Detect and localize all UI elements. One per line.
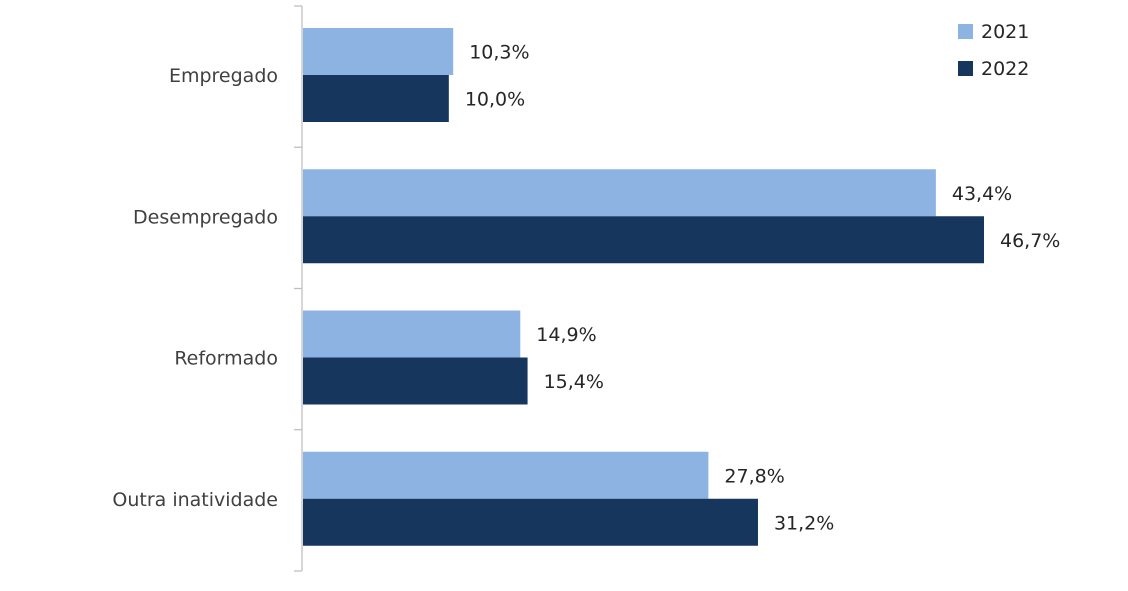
- data-label: 14,9%: [536, 324, 596, 346]
- labels-layer: Empregado 10,3% 10,0% Desempregado 43,4% 46,7…: [112, 42, 1060, 535]
- axis-layer: [294, 5, 303, 572]
- category-label: Outra inatividade: [112, 489, 278, 511]
- bar-2021-desempregado: [303, 169, 936, 217]
- bar-2022-outra-inatividade: [303, 498, 758, 546]
- bar-2022-empregado: [303, 75, 449, 122]
- data-label: 15,4%: [544, 371, 604, 393]
- legend-label-2021: 2021: [981, 21, 1029, 43]
- data-label: 27,8%: [724, 465, 784, 487]
- bar-2021-reformado: [303, 310, 521, 358]
- legend-swatch-2022: [958, 61, 973, 76]
- legend: 2021 2022: [958, 21, 1029, 80]
- data-label: 10,0%: [465, 89, 525, 111]
- category-label: Reformado: [174, 348, 278, 370]
- category-label: Desempregado: [133, 206, 278, 228]
- data-label: 43,4%: [952, 183, 1012, 205]
- data-label: 46,7%: [1000, 230, 1060, 252]
- legend-label-2022: 2022: [981, 58, 1029, 80]
- bar-2022-desempregado: [303, 216, 984, 264]
- data-label: 31,2%: [774, 512, 834, 534]
- category-label: Empregado: [169, 65, 278, 87]
- data-label: 10,3%: [469, 42, 529, 64]
- bars-layer: [303, 28, 984, 546]
- legend-swatch-2021: [958, 24, 973, 39]
- bar-2022-reformado: [303, 357, 528, 405]
- bar-2021-empregado: [303, 28, 454, 75]
- bar-2021-outra-inatividade: [303, 451, 709, 499]
